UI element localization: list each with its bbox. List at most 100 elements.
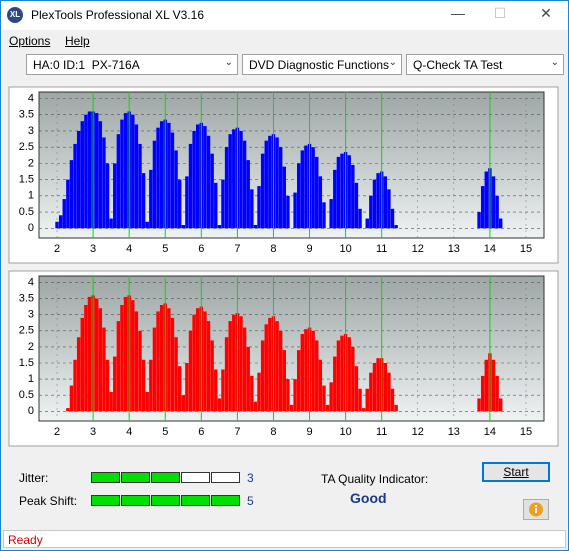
dropdown-text: DVD Diagnostic Functions: [249, 58, 390, 72]
bar: [329, 382, 333, 412]
status-text: Ready: [8, 533, 43, 547]
bar: [282, 166, 286, 229]
bar: [196, 124, 200, 229]
bar: [394, 404, 398, 412]
bar: [167, 122, 171, 229]
bar: [55, 221, 59, 229]
x-tick-label: 4: [126, 426, 132, 438]
function-select[interactable]: DVD Diagnostic Functions ⌄: [242, 54, 402, 75]
x-tick-label: 11: [376, 426, 387, 438]
bar: [102, 327, 106, 412]
bar: [358, 208, 362, 229]
menu-bar: Options Help: [1, 31, 568, 51]
maximize-button[interactable]: ☐: [493, 5, 507, 21]
bar: [167, 308, 171, 412]
bar: [264, 324, 268, 412]
bar: [188, 330, 193, 412]
bar: [253, 401, 258, 412]
bar: [210, 153, 214, 229]
dropdown-text: HA:0 ID:1 PX-716A: [33, 58, 140, 72]
bar: [138, 330, 142, 412]
bar: [138, 143, 142, 229]
x-tick-label: 2: [54, 426, 60, 438]
x-tick-label: 6: [198, 426, 204, 438]
bar: [181, 395, 185, 412]
bar: [141, 173, 146, 229]
bar: [141, 359, 146, 412]
dropdown-arrow: ⌄: [224, 57, 233, 68]
bar: [260, 340, 265, 412]
info-button[interactable]: [523, 499, 549, 520]
menu-options[interactable]: Options: [9, 34, 50, 48]
bar: [192, 130, 196, 229]
bar: [246, 160, 250, 229]
x-tick-label: 9: [306, 426, 312, 438]
bar: [365, 388, 369, 412]
bar: [210, 340, 214, 412]
bar: [206, 321, 211, 412]
bar: [76, 337, 81, 412]
bar: [250, 375, 254, 412]
bar: [80, 121, 84, 229]
bar: [66, 179, 70, 229]
bar: [351, 346, 355, 412]
start-button[interactable]: Start: [482, 462, 550, 482]
bar: [297, 350, 301, 412]
bar: [196, 308, 200, 412]
bar: [347, 155, 351, 229]
bar: [383, 363, 387, 412]
drive-select[interactable]: HA:0 ID:1 PX-716A ⌄: [26, 54, 238, 75]
bar: [297, 163, 301, 229]
bar: [278, 147, 283, 229]
bar: [131, 300, 135, 412]
y-tick-label: 1.5: [19, 357, 34, 369]
menu-help[interactable]: Help: [65, 34, 90, 48]
x-tick-label: 8: [270, 426, 276, 438]
bar: [333, 169, 337, 229]
bar: [73, 143, 77, 229]
bar: [495, 195, 499, 229]
bar: [275, 137, 279, 229]
bar: [289, 404, 294, 412]
bar: [484, 359, 488, 412]
bar: [376, 358, 380, 412]
x-tick-label: 12: [412, 243, 424, 255]
bar: [214, 369, 218, 412]
bar: [311, 147, 315, 229]
bar: [480, 375, 485, 412]
meter-segment-off: [211, 472, 240, 483]
bar: [170, 132, 175, 229]
bar: [369, 195, 373, 229]
peak-shift-label: Peak Shift:: [19, 494, 78, 508]
bar: [123, 113, 128, 229]
bar: [181, 225, 185, 229]
bar: [394, 225, 398, 229]
y-tick-label: 1: [28, 373, 34, 385]
minimize-button[interactable]: —: [451, 5, 465, 21]
meter-segment-on: [121, 495, 150, 506]
bar: [242, 327, 247, 412]
bar: [333, 356, 337, 412]
y-tick-label: 0.5: [19, 389, 34, 401]
y-tick-label: 4: [28, 276, 34, 288]
x-tick-label: 15: [520, 426, 532, 438]
bar: [372, 179, 377, 229]
bar: [188, 143, 193, 229]
bar: [159, 121, 164, 229]
bar: [131, 114, 135, 229]
bar: [304, 145, 308, 229]
bar: [336, 156, 341, 229]
x-tick-label: 5: [162, 426, 168, 438]
bar: [318, 176, 323, 229]
bar: [113, 163, 117, 229]
y-tick-label: 2.5: [19, 325, 34, 337]
y-tick-label: 3.5: [19, 109, 34, 121]
bar: [257, 186, 261, 229]
menu-label: Help: [65, 34, 90, 48]
bar: [495, 375, 499, 412]
close-button[interactable]: ✕: [540, 5, 552, 21]
test-select[interactable]: Q-Check TA Test ⌄: [406, 54, 564, 75]
bar: [336, 340, 341, 412]
bar: [250, 189, 254, 229]
bar: [491, 176, 496, 229]
